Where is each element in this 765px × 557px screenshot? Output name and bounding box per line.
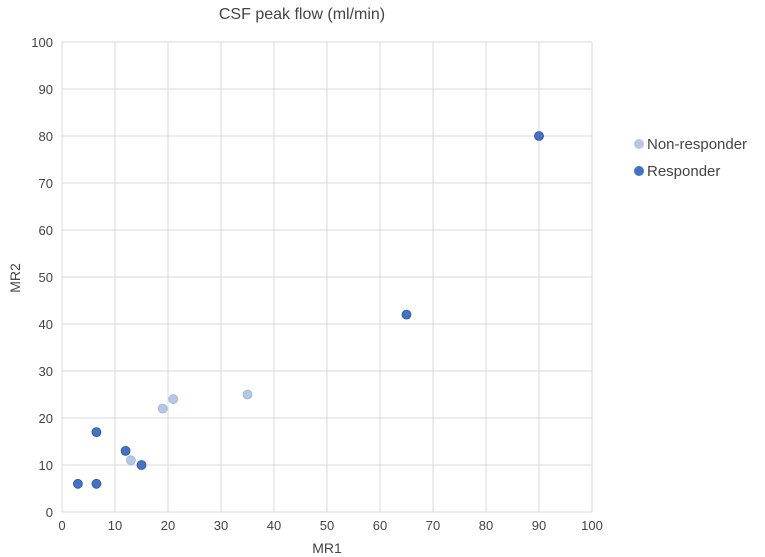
y-tick-label: 30 [39,364,53,379]
data-point [401,309,412,320]
legend-label: Non-responder [647,136,747,153]
x-tick-label: 80 [479,518,493,533]
x-tick-label: 40 [267,518,281,533]
y-tick-label: 50 [39,270,53,285]
data-point [125,455,136,466]
legend-item: Responder [634,163,720,180]
x-tick-label: 20 [161,518,175,533]
y-tick-label: 20 [39,411,53,426]
x-tick-label: 60 [373,518,387,533]
x-tick-label: 50 [320,518,334,533]
data-point [91,427,102,438]
data-point [73,478,83,489]
data-point [534,131,544,141]
x-tick-label: 10 [108,518,122,533]
series-non-responder [125,389,253,466]
x-tick-label: 30 [214,518,228,533]
data-point [157,403,168,414]
series-responder [73,131,544,489]
chart-title: CSF peak flow (ml/min) [219,6,385,23]
grid [61,41,593,513]
y-tick-label: 60 [39,223,53,238]
y-tick-label: 100 [31,35,53,50]
data-point [91,478,102,489]
legend-item: Non-responder [634,136,747,153]
data-point [242,389,253,400]
x-tick-label: 100 [581,518,603,533]
y-tick-label: 0 [46,505,53,520]
y-tick-label: 80 [39,129,53,144]
data-points [73,131,544,489]
legend: Non-responder Responder [634,136,747,180]
x-tick-label: 70 [426,518,440,533]
legend-marker [634,139,644,149]
y-tick-label: 70 [39,176,53,191]
data-point [120,445,131,456]
y-tick-label: 40 [39,317,53,332]
x-tick-label: 0 [58,518,65,533]
y-tick-label: 90 [39,82,53,97]
x-axis-ticks: 0 10 20 30 40 50 60 70 80 90 100 [58,518,602,533]
data-point [136,460,147,470]
legend-marker [634,166,644,176]
x-axis-label: MR1 [312,540,342,556]
y-axis-ticks: 0 10 20 30 40 50 60 70 80 90 100 [31,35,53,520]
y-axis-label: MR2 [7,263,23,293]
legend-label: Responder [647,163,720,180]
y-tick-label: 10 [39,458,53,473]
x-tick-label: 90 [532,518,546,533]
data-point [168,394,179,405]
